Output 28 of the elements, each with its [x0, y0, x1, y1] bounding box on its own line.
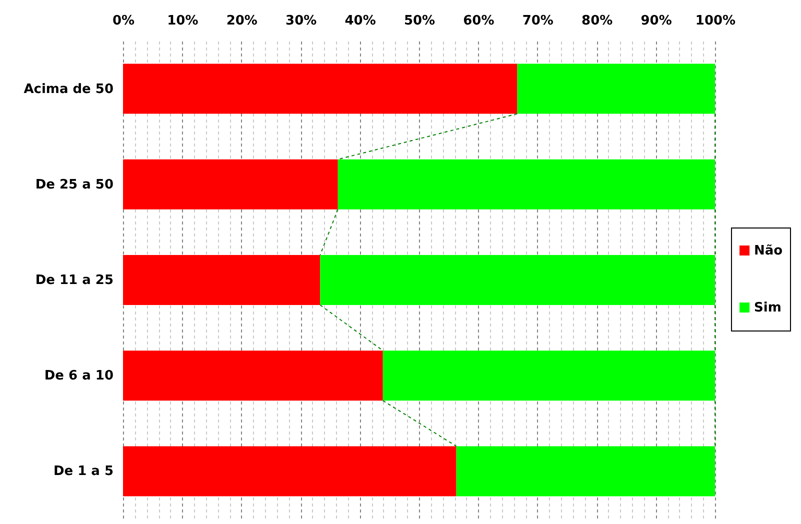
x-tick-label: 100% [695, 14, 736, 28]
x-tick-label: 80% [582, 14, 613, 28]
x-tick-label: 40% [344, 14, 376, 28]
y-tick-label: De 11 a 25 [35, 273, 114, 288]
y-tick-label: De 25 a 50 [35, 177, 114, 192]
bar [123, 159, 338, 210]
legend-label: Não [754, 244, 783, 258]
x-tick-label: 50% [404, 14, 436, 28]
x-tick-label: 30% [286, 14, 317, 28]
bar [123, 64, 518, 114]
x-tick-label: 20% [226, 14, 258, 28]
y-tick-label: De 1 a 5 [53, 464, 114, 480]
bar [123, 446, 456, 496]
bar [382, 350, 715, 401]
bar [123, 350, 383, 401]
bar [517, 64, 715, 114]
x-tick-label: 90% [640, 14, 672, 28]
y-tick-label: De 6 a 10 [44, 368, 114, 384]
x-tick-label: 10% [167, 14, 198, 28]
x-tick-label: 70% [522, 14, 554, 28]
bar [123, 255, 320, 305]
bar [320, 255, 715, 305]
y-tick-label: Acima de 50 [24, 82, 114, 97]
x-tick-label: 60% [463, 14, 494, 28]
bar [456, 446, 715, 496]
legend-label: Sim [754, 300, 782, 316]
bar [338, 159, 715, 210]
x-tick-label: 0% [112, 14, 135, 28]
